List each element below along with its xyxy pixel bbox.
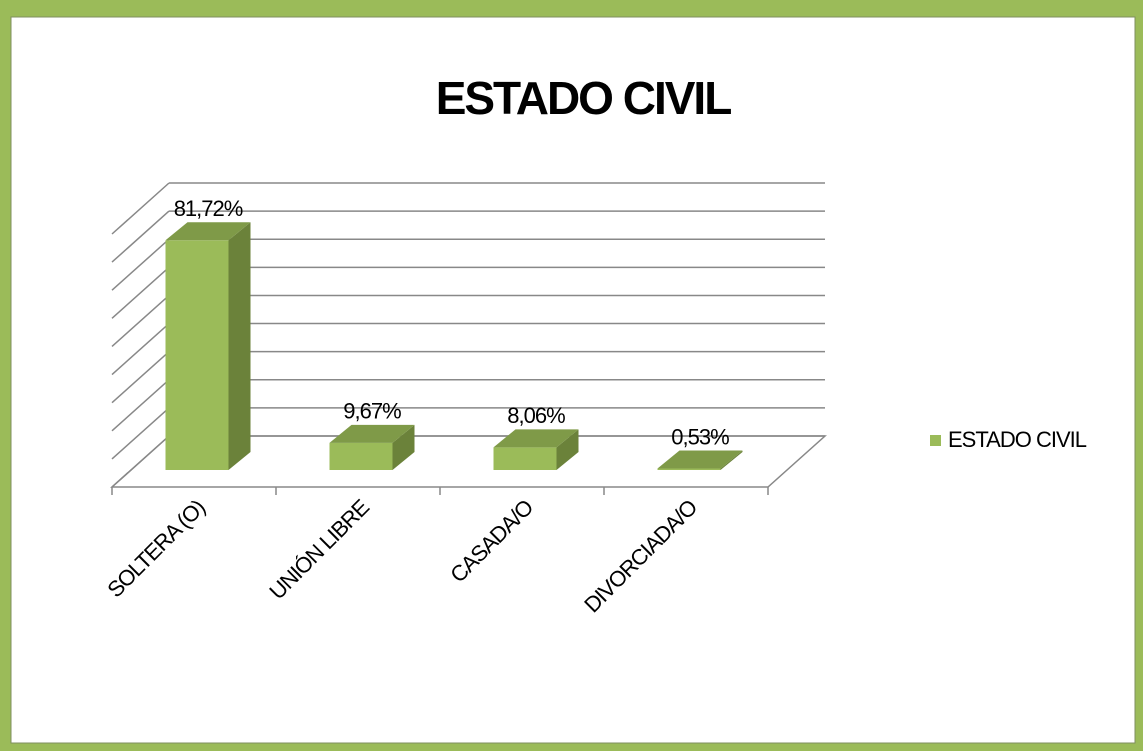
grid-line-side [111,351,170,404]
grid-line-side [111,182,170,235]
bar [493,447,557,470]
bar [657,468,721,470]
grid-line-side [111,294,170,348]
bar-top [493,429,579,448]
grid-line-side [111,210,170,263]
bar-side [228,222,251,470]
bar-top [657,450,743,469]
data-label: 0,53% [671,424,729,449]
data-label: 8,06% [507,403,565,428]
bar-side [720,450,743,470]
grid-line-side [111,435,170,488]
grid-line-side [111,238,170,291]
grid-line-side [111,322,170,376]
data-label: 81,72% [174,196,243,221]
bar [329,442,393,470]
chart-title: ESTADO CIVIL [436,72,732,124]
bar-top [165,222,251,241]
legend-swatch [930,435,941,446]
grid-line-side [111,266,170,319]
data-label: 9,67% [343,399,401,424]
legend-label: ESTADO CIVIL [948,427,1087,452]
grid-line-side [111,379,170,432]
bar-top [329,424,415,443]
bar-side [392,424,415,470]
grid-line-side [111,407,170,460]
bar-side [556,429,579,470]
bar [165,240,229,470]
